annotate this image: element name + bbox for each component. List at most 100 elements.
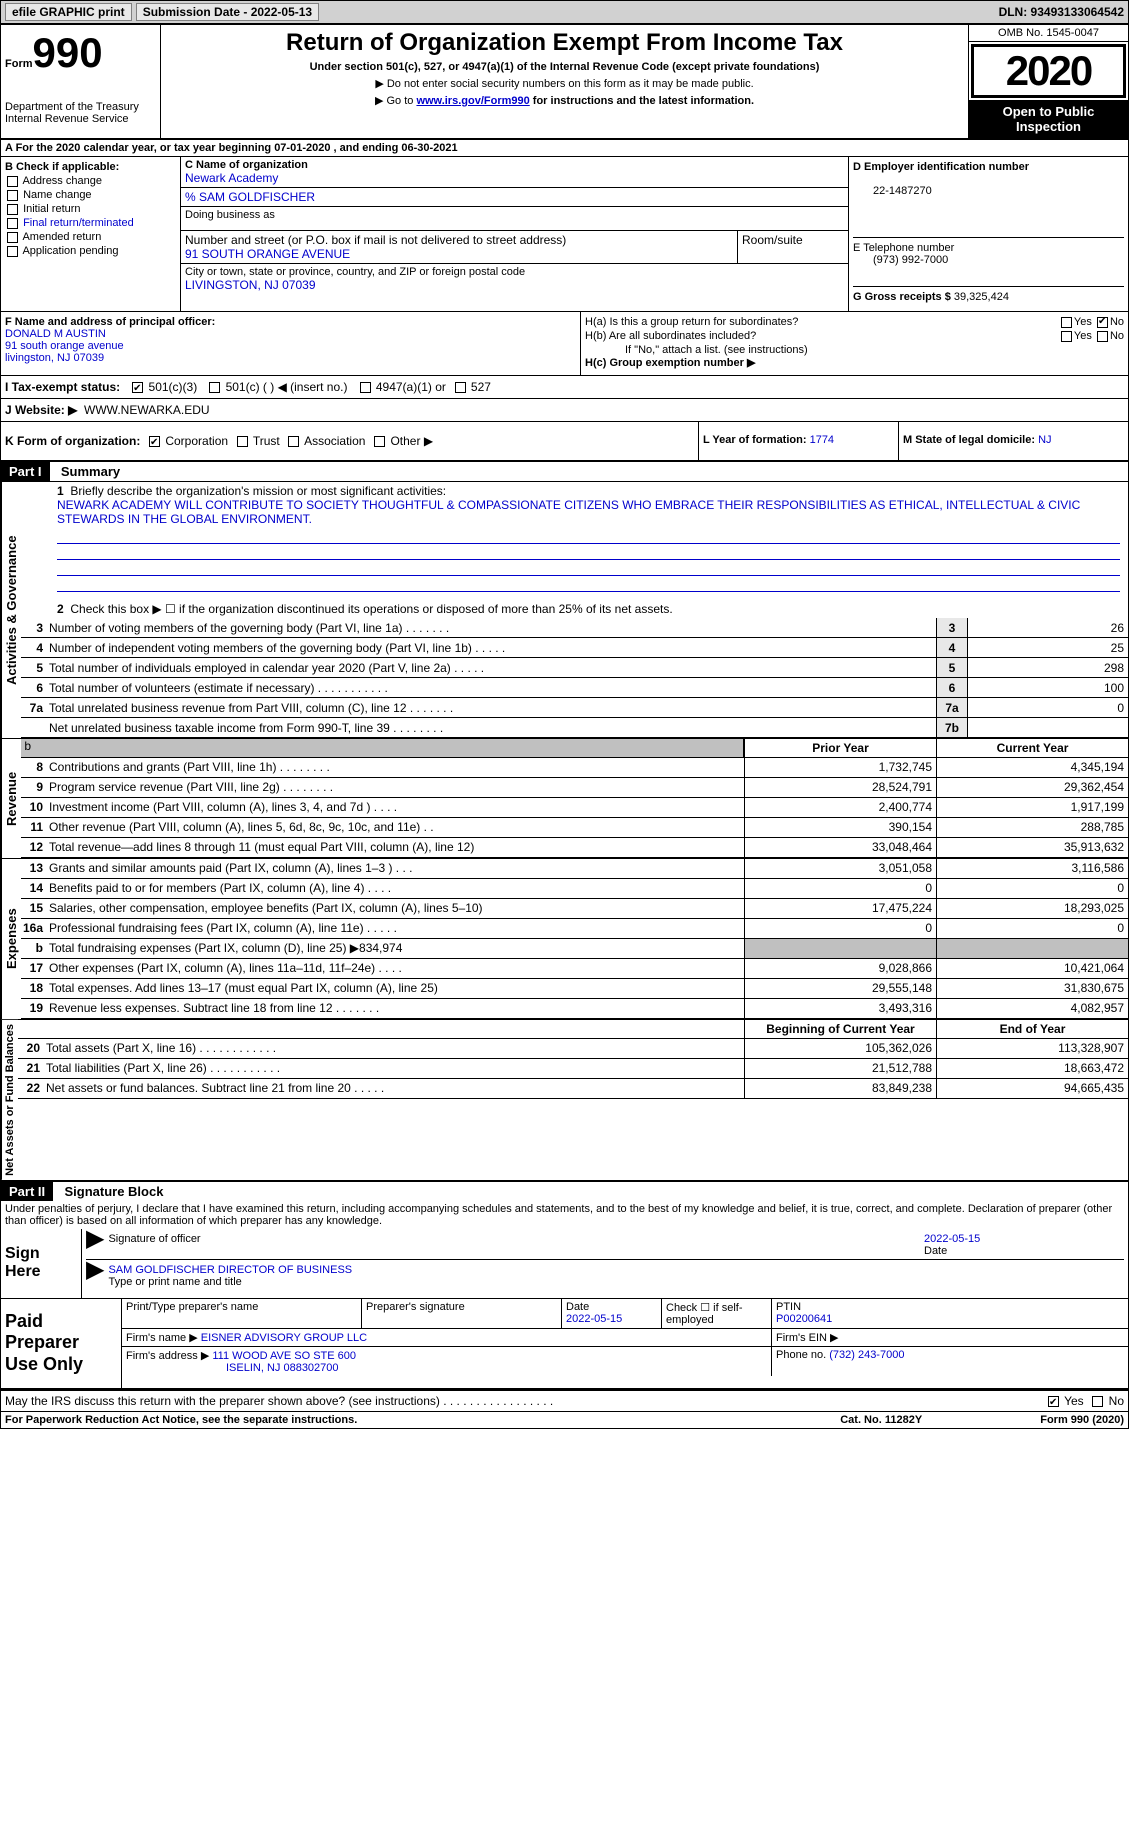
e-label: E Telephone number <box>853 242 954 254</box>
org-name: Newark Academy <box>185 171 278 185</box>
part1-governance: Activities & Governance 1 Briefly descri… <box>1 482 1128 739</box>
row-i: I Tax-exempt status: 501(c)(3) 501(c) ( … <box>1 376 1128 399</box>
prior-year-header: Prior Year <box>744 739 936 757</box>
dln: DLN: 93493133064542 <box>999 5 1124 19</box>
row-j: J Website: ▶ WWW.NEWARKA.EDU <box>1 399 1128 422</box>
firm-name: EISNER ADVISORY GROUP LLC <box>201 1332 367 1344</box>
l-label: L Year of formation: <box>703 434 807 446</box>
form-990-container: Form990 Department of the Treasury Inter… <box>0 24 1129 1429</box>
prep-sig-label: Preparer's signature <box>362 1299 562 1328</box>
note-1: ▶ Do not enter social security numbers o… <box>165 77 964 90</box>
table-row: 20Total assets (Part X, line 16) . . . .… <box>18 1039 1128 1059</box>
part1-netassets: Net Assets or Fund Balances Beginning of… <box>1 1020 1128 1182</box>
website: WWW.NEWARKA.EDU <box>84 403 210 417</box>
line2: Check this box ▶ ☐ if the organization d… <box>70 602 672 616</box>
arrow-icon: ▶ <box>86 1233 104 1257</box>
table-row: 11Other revenue (Part VIII, column (A), … <box>21 818 1128 838</box>
table-row: 17Other expenses (Part IX, column (A), l… <box>21 959 1128 979</box>
form-prefix: Form <box>5 58 33 70</box>
submission-date[interactable]: Submission Date - 2022-05-13 <box>136 3 319 21</box>
note2-pre: ▶ Go to <box>375 95 416 107</box>
part1-header: Part I <box>1 462 50 481</box>
note2-post: for instructions and the latest informat… <box>530 95 754 107</box>
top-bar: efile GRAPHIC print Submission Date - 20… <box>0 0 1129 24</box>
table-row: 14Benefits paid to or for members (Part … <box>21 879 1128 899</box>
c-label: C Name of organization <box>185 159 308 171</box>
table-row: 7aTotal unrelated business revenue from … <box>21 698 1128 718</box>
cb-app-pending[interactable]: Application pending <box>5 245 176 257</box>
paid-preparer-row: Paid Preparer Use Only Print/Type prepar… <box>1 1299 1128 1390</box>
table-row: bTotal fundraising expenses (Part IX, co… <box>21 939 1128 959</box>
table-row: 4Number of independent voting members of… <box>21 638 1128 658</box>
declaration: Under penalties of perjury, I declare th… <box>1 1201 1128 1229</box>
table-row: 3Number of voting members of the governi… <box>21 618 1128 638</box>
section-b: B Check if applicable: Address change Na… <box>1 157 181 311</box>
mission: NEWARK ACADEMY WILL CONTRIBUTE TO SOCIET… <box>57 498 1080 526</box>
section-b-c-d: B Check if applicable: Address change Na… <box>1 157 1128 312</box>
may-discuss: May the IRS discuss this return with the… <box>5 1394 1046 1408</box>
section-h: H(a) Is this a group return for subordin… <box>581 312 1128 375</box>
cb-final-return[interactable]: Final return/terminated <box>5 217 176 229</box>
form-title: Return of Organization Exempt From Incom… <box>165 29 964 57</box>
addr-label: Number and street (or P.O. box if mail i… <box>185 233 566 247</box>
header-right: OMB No. 1545-0047 2020 Open to Public In… <box>968 25 1128 138</box>
f-label: F Name and address of principal officer: <box>5 316 215 328</box>
hc: H(c) Group exemption number ▶ <box>585 356 1124 369</box>
table-row: 22Net assets or fund balances. Subtract … <box>18 1079 1128 1099</box>
i-label: I Tax-exempt status: <box>5 380 120 394</box>
tax-year: 2020 <box>971 44 1126 98</box>
begin-year-header: Beginning of Current Year <box>744 1020 936 1038</box>
firm-ein: Firm's EIN ▶ <box>772 1329 1128 1346</box>
ha: H(a) Is this a group return for subordin… <box>585 316 1059 328</box>
side-netassets: Net Assets or Fund Balances <box>1 1020 18 1180</box>
section-c: C Name of organization Newark Academy % … <box>181 157 848 311</box>
department: Department of the Treasury Internal Reve… <box>5 101 156 125</box>
row-k: K Form of organization: Corporation Trus… <box>1 422 1128 462</box>
addr: 91 SOUTH ORANGE AVENUE <box>185 247 350 261</box>
omb-number: OMB No. 1545-0047 <box>969 25 1128 42</box>
cb-name-change[interactable]: Name change <box>5 189 176 201</box>
part1-title: Summary <box>53 462 128 481</box>
arrow-icon: ▶ <box>86 1264 104 1288</box>
officer-addr1: 91 south orange avenue <box>5 340 124 352</box>
cb-address-change[interactable]: Address change <box>5 175 176 187</box>
table-row: 12Total revenue—add lines 8 through 11 (… <box>21 838 1128 858</box>
table-row: 18Total expenses. Add lines 13–17 (must … <box>21 979 1128 999</box>
section-f: F Name and address of principal officer:… <box>1 312 581 375</box>
k-label: K Form of organization: <box>5 434 140 448</box>
hb: H(b) Are all subordinates included? <box>585 330 1059 342</box>
cb-amended[interactable]: Amended return <box>5 231 176 243</box>
table-row: 6Total number of volunteers (estimate if… <box>21 678 1128 698</box>
j-label: J Website: ▶ <box>5 403 77 417</box>
efile-button[interactable]: efile GRAPHIC print <box>5 3 132 21</box>
sig-date: 2022-05-15 <box>924 1233 980 1245</box>
table-row: 5Total number of individuals employed in… <box>21 658 1128 678</box>
open-inspection: Open to Public Inspection <box>969 100 1128 138</box>
current-year-header: Current Year <box>936 739 1128 757</box>
may-discuss-row: May the IRS discuss this return with the… <box>1 1390 1128 1412</box>
sign-here: Sign Here <box>1 1229 81 1298</box>
section-d-e-g: D Employer identification number 22-14872… <box>848 157 1128 311</box>
room-label: Room/suite <box>742 233 803 247</box>
cat-no: Cat. No. 11282Y <box>840 1414 1040 1426</box>
officer-name-title: SAM GOLDFISCHER DIRECTOR OF BUSINESS <box>108 1264 352 1276</box>
brief-label: Briefly describe the organization's miss… <box>70 484 446 498</box>
care-of: % SAM GOLDFISCHER <box>185 190 315 204</box>
d-label: D Employer identification number <box>853 161 1029 173</box>
paid-preparer: Paid Preparer Use Only <box>1 1299 121 1388</box>
form-subtitle: Under section 501(c), 527, or 4947(a)(1)… <box>165 61 964 73</box>
section-a: A For the 2020 calendar year, or tax yea… <box>1 140 1128 157</box>
table-row: 13Grants and similar amounts paid (Part … <box>21 859 1128 879</box>
footer: For Paperwork Reduction Act Notice, see … <box>1 1412 1128 1428</box>
table-row: 16aProfessional fundraising fees (Part I… <box>21 919 1128 939</box>
phone: (973) 992-7000 <box>853 254 948 266</box>
side-revenue: Revenue <box>1 739 21 858</box>
side-expenses: Expenses <box>1 859 21 1019</box>
part2-header: Part II <box>1 1182 53 1201</box>
end-year-header: End of Year <box>936 1020 1128 1038</box>
section-f-h: F Name and address of principal officer:… <box>1 312 1128 376</box>
m-label: M State of legal domicile: <box>903 434 1035 446</box>
ein: 22-1487270 <box>853 185 932 197</box>
cb-initial-return[interactable]: Initial return <box>5 203 176 215</box>
irs-link[interactable]: www.irs.gov/Form990 <box>416 95 529 107</box>
